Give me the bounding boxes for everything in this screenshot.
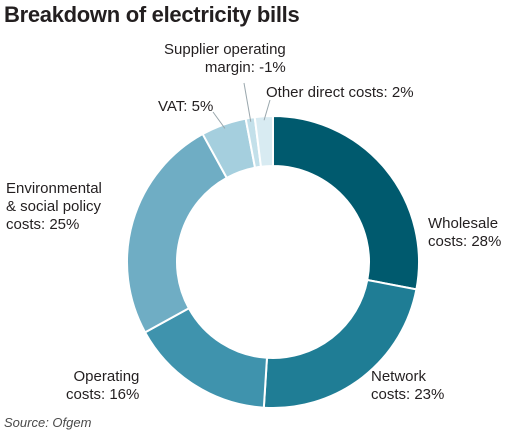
slice-label-vat: VAT: 5%	[158, 98, 214, 115]
leader-line-supplier-margin	[243, 82, 252, 122]
slice-label-operating: Operating costs: 16%	[66, 368, 140, 403]
source-note: Source: Ofgem	[4, 415, 92, 430]
leader-line-vat	[212, 111, 226, 129]
slice-label-supplier-margin: Supplier operating margin: -1%	[164, 41, 286, 76]
slice-label-environmental: Environmental & social policy costs: 25%	[6, 180, 102, 233]
leader-line-other-direct	[263, 99, 271, 121]
donut-slice-environmental	[126, 132, 229, 334]
donut-slice-wholesale	[272, 114, 420, 291]
chart-title: Breakdown of electricity bills	[4, 2, 300, 27]
slice-label-wholesale: Wholesale costs: 28%	[428, 215, 502, 250]
slice-label-network: Network costs: 23%	[371, 368, 445, 403]
slice-label-other-direct: Other direct costs: 2%	[266, 84, 414, 101]
donut-slice-other-direct	[253, 114, 274, 168]
